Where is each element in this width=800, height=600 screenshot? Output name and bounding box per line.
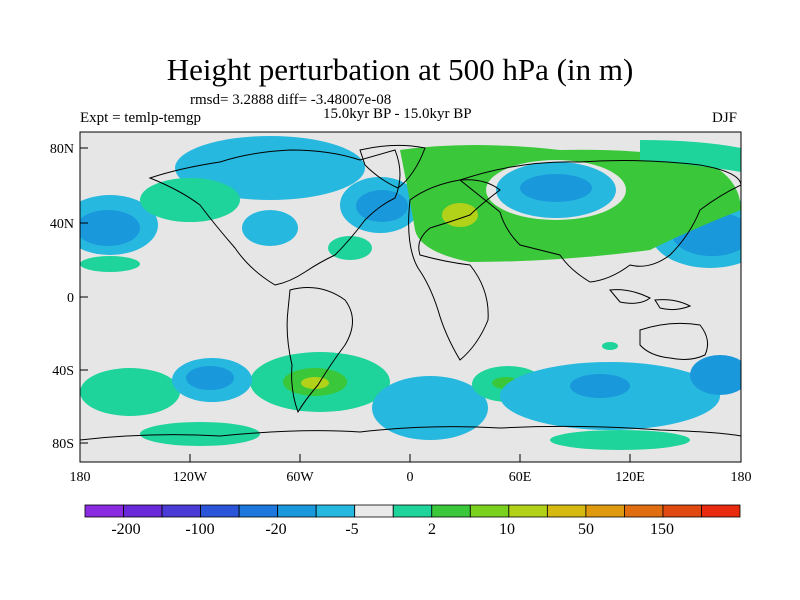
colorbar-swatch xyxy=(508,504,548,518)
colorbar-swatch xyxy=(354,504,394,518)
colorbar-swatch xyxy=(84,504,124,518)
lat-tick-label: 80N xyxy=(50,142,74,157)
colorbar-swatch xyxy=(392,504,433,518)
colorbar-label: -200 xyxy=(111,521,140,538)
pos-anomaly-npacific xyxy=(140,178,240,222)
colorbar-label: -100 xyxy=(185,521,214,538)
colorbar-swatch xyxy=(624,504,664,518)
contour-field xyxy=(80,132,741,462)
colorbar-swatch xyxy=(469,504,510,518)
lon-tick-label: 120E xyxy=(615,470,645,485)
lon-tick-label: 0 xyxy=(407,470,414,485)
colorbar-swatch xyxy=(662,504,702,518)
colorbar-label: -20 xyxy=(265,521,286,538)
colorbar-swatch xyxy=(161,504,201,518)
lon-tick-label: 180 xyxy=(70,470,91,485)
map-title: Height perturbation at 500 hPa (in m) xyxy=(166,52,634,87)
colorbar-label: 10 xyxy=(499,521,515,538)
colorbar-swatch xyxy=(701,504,741,518)
colorbar-label: 50 xyxy=(578,521,594,538)
colorbar-swatch xyxy=(315,504,356,518)
lon-axis: 180 120W 60W 0 60E 120E 180 xyxy=(70,454,752,485)
colorbar-swatch xyxy=(277,504,317,518)
stats-text: rmsd= 3.2888 diff= -3.48007e-08 xyxy=(190,92,392,108)
lat-tick-label: 40N xyxy=(50,217,74,232)
colorbar-label: 150 xyxy=(650,521,674,538)
lat-tick-label: 40S xyxy=(52,364,74,379)
colorbar xyxy=(84,504,741,518)
neg-anomaly-satlantic xyxy=(372,376,488,440)
colorbar-swatch xyxy=(123,504,163,518)
period-label: 15.0kyr BP - 15.0kyr BP xyxy=(323,106,472,122)
colorbar-label: -5 xyxy=(345,521,358,538)
colorbar-labels: -200 -100 -20 -5 2 10 50 150 xyxy=(111,521,674,538)
lon-tick-label: 60W xyxy=(286,470,314,485)
lon-tick-label: 120W xyxy=(173,470,208,485)
lat-tick-label: 80S xyxy=(52,437,74,452)
lat-axis: 80N 40N 0 40S 80S xyxy=(50,142,88,452)
experiment-label: Expt = temlp-temgp xyxy=(80,110,201,126)
lat-tick-label: 0 xyxy=(67,291,74,306)
colorbar-swatch xyxy=(585,504,625,518)
lon-tick-label: 180 xyxy=(731,470,752,485)
colorbar-swatch xyxy=(546,504,587,518)
lon-tick-label: 60E xyxy=(509,470,532,485)
colorbar-label: 2 xyxy=(428,521,436,538)
colorbar-swatch xyxy=(238,504,279,518)
colorbar-swatch xyxy=(200,504,240,518)
colorbar-swatch xyxy=(431,504,471,518)
coastlines xyxy=(80,144,741,441)
season-label: DJF xyxy=(712,110,738,126)
